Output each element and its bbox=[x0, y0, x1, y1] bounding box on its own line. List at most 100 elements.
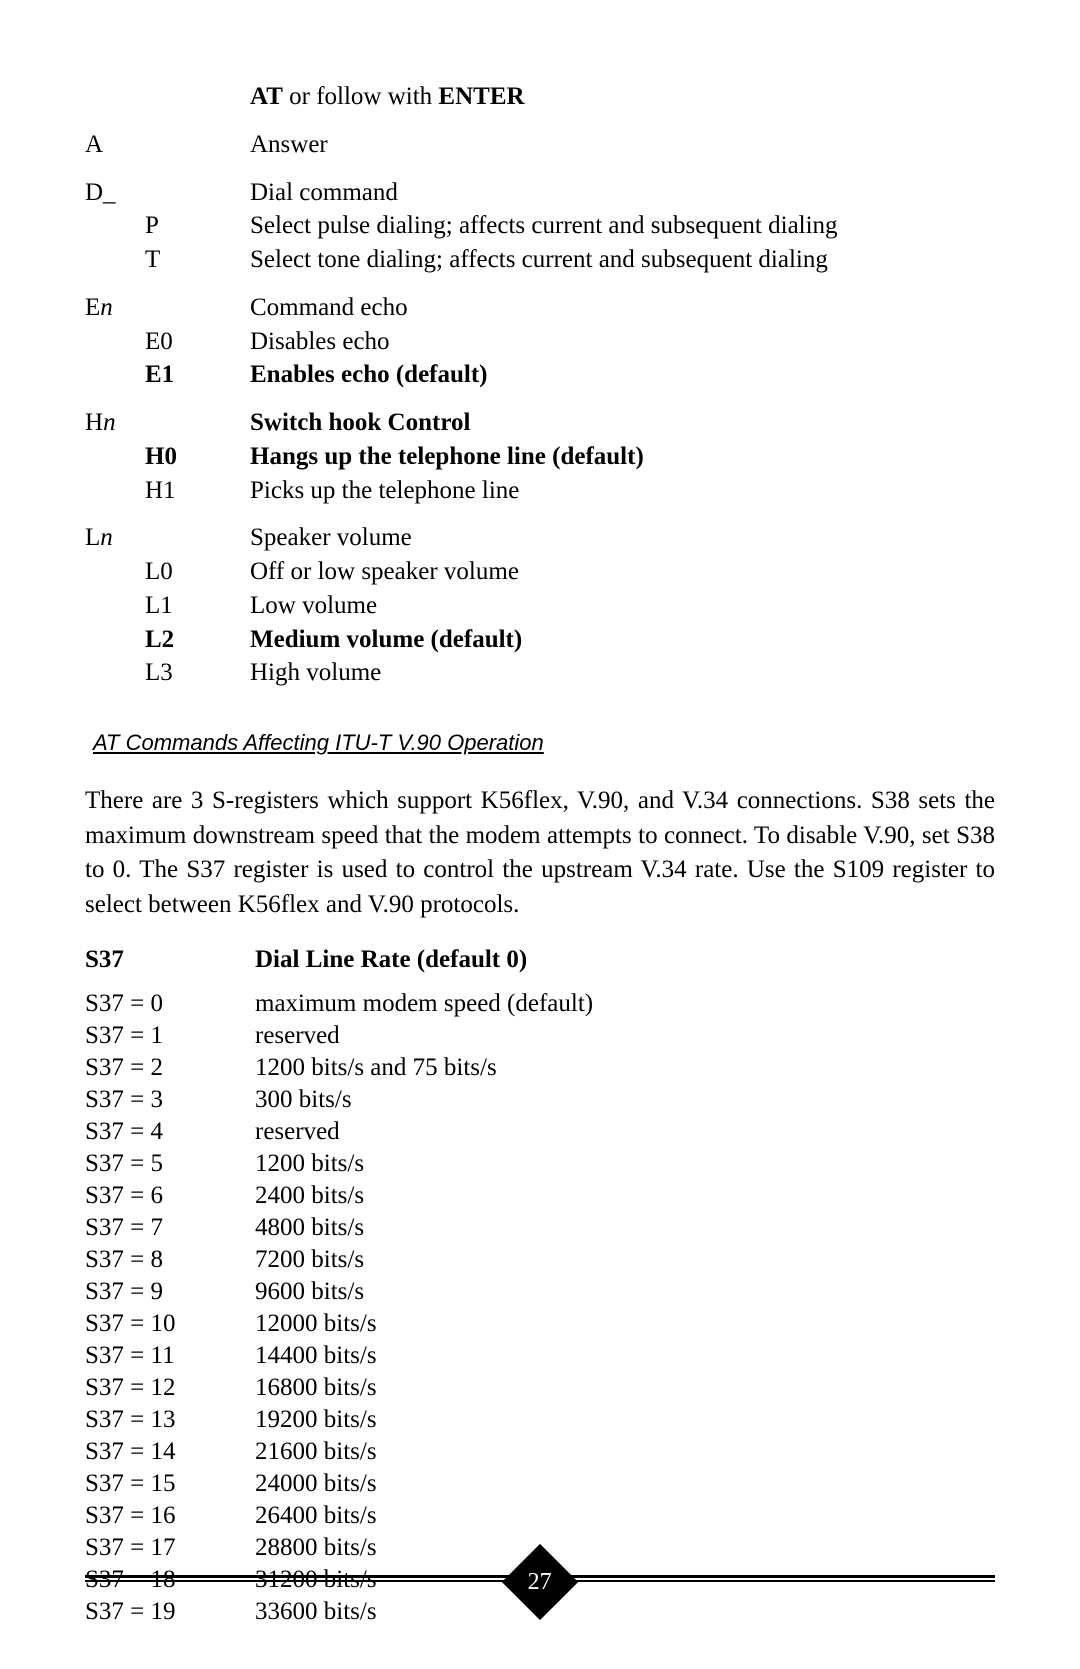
register-value: 1200 bits/s bbox=[255, 1148, 995, 1180]
cmd-code: En bbox=[85, 291, 145, 325]
table-row: S37 = 51200 bits/s bbox=[85, 1148, 995, 1180]
cmd-option bbox=[145, 80, 250, 114]
cmd-desc: Medium volume (default) bbox=[250, 623, 995, 657]
register-value: 24000 bits/s bbox=[255, 1468, 995, 1500]
cmd-desc: Answer bbox=[250, 128, 995, 162]
cmd-option: L2 bbox=[145, 623, 250, 657]
cmd-desc: AT or follow with ENTER bbox=[250, 80, 995, 114]
page-number-ornament: 27 bbox=[85, 1555, 995, 1609]
register-key: S37 = 6 bbox=[85, 1180, 255, 1212]
register-key: S37 = 15 bbox=[85, 1468, 255, 1500]
cmd-desc: Switch hook Control bbox=[250, 406, 995, 440]
register-value: 21600 bits/s bbox=[255, 1436, 995, 1468]
register-key: S37 = 16 bbox=[85, 1500, 255, 1532]
table-row: E1Enables echo (default) bbox=[85, 358, 995, 392]
cmd-desc: Select pulse dialing; affects current an… bbox=[250, 209, 995, 243]
cmd-code bbox=[85, 623, 145, 657]
cmd-code bbox=[85, 325, 145, 359]
cmd-code: Hn bbox=[85, 406, 145, 440]
cmd-option: P bbox=[145, 209, 250, 243]
cmd-code bbox=[85, 589, 145, 623]
page: AT or follow with ENTER AAnswer D_Dial co… bbox=[0, 0, 1080, 1669]
register-value: reserved bbox=[255, 1020, 995, 1052]
register-key: S37 = 13 bbox=[85, 1404, 255, 1436]
register-value: maximum modem speed (default) bbox=[255, 988, 995, 1020]
table-row: S37 = 1319200 bits/s bbox=[85, 1404, 995, 1436]
register-key: S37 = 2 bbox=[85, 1052, 255, 1084]
table-row: S37 = 1626400 bits/s bbox=[85, 1500, 995, 1532]
register-table: S37 = 0maximum modem speed (default)S37 … bbox=[85, 988, 995, 1628]
table-row: S37 = 0maximum modem speed (default) bbox=[85, 988, 995, 1020]
table-row: AT or follow with ENTER bbox=[85, 80, 995, 114]
register-value: 1200 bits/s and 75 bits/s bbox=[255, 1052, 995, 1084]
table-row: En Command echo bbox=[85, 291, 995, 325]
cmd-option bbox=[145, 406, 250, 440]
cmd-desc: Off or low speaker volume bbox=[250, 555, 995, 589]
table-row: S37 = 87200 bits/s bbox=[85, 1244, 995, 1276]
text: ENTER bbox=[438, 83, 524, 110]
register-key: S37 = 7 bbox=[85, 1212, 255, 1244]
register-value: 26400 bits/s bbox=[255, 1500, 995, 1532]
cmd-code bbox=[85, 80, 145, 114]
cmd-option: T bbox=[145, 243, 250, 277]
cmd-option: E1 bbox=[145, 358, 250, 392]
at-command-table: AT or follow with ENTER AAnswer D_Dial co… bbox=[85, 80, 995, 690]
register-value: 16800 bits/s bbox=[255, 1372, 995, 1404]
table-row: S37 = 1421600 bits/s bbox=[85, 1436, 995, 1468]
register-key: S37 = 8 bbox=[85, 1244, 255, 1276]
cmd-desc: Picks up the telephone line bbox=[250, 474, 995, 508]
cmd-option: L3 bbox=[145, 656, 250, 690]
register-value: 7200 bits/s bbox=[255, 1244, 995, 1276]
table-row: L1Low volume bbox=[85, 589, 995, 623]
cmd-desc: Speaker volume bbox=[250, 521, 995, 555]
register-value: 4800 bits/s bbox=[255, 1212, 995, 1244]
cmd-option: L0 bbox=[145, 555, 250, 589]
table-row: E0Disables echo bbox=[85, 325, 995, 359]
register-key: S37 = 10 bbox=[85, 1308, 255, 1340]
cmd-option bbox=[145, 291, 250, 325]
register-key: S37 = 12 bbox=[85, 1372, 255, 1404]
text: or follow with bbox=[283, 83, 439, 110]
register-key: S37 = 0 bbox=[85, 988, 255, 1020]
register-key: S37 = 9 bbox=[85, 1276, 255, 1308]
register-key: S37 = 11 bbox=[85, 1340, 255, 1372]
table-row: S37 = 1524000 bits/s bbox=[85, 1468, 995, 1500]
table-row: H1Picks up the telephone line bbox=[85, 474, 995, 508]
cmd-desc: Low volume bbox=[250, 589, 995, 623]
table-row: PSelect pulse dialing; affects current a… bbox=[85, 209, 995, 243]
register-value: 14400 bits/s bbox=[255, 1340, 995, 1372]
table-row: Ln Speaker volume bbox=[85, 521, 995, 555]
register-value: 12000 bits/s bbox=[255, 1308, 995, 1340]
table-row: S37 = 21200 bits/s and 75 bits/s bbox=[85, 1052, 995, 1084]
table-row: AAnswer bbox=[85, 128, 995, 162]
register-header-desc: Dial Line Rate (default 0) bbox=[255, 946, 995, 974]
cmd-desc: Disables echo bbox=[250, 325, 995, 359]
cmd-code: Ln bbox=[85, 521, 145, 555]
table-row: S37 = 1216800 bits/s bbox=[85, 1372, 995, 1404]
register-value: reserved bbox=[255, 1116, 995, 1148]
table-row: S37 = 1114400 bits/s bbox=[85, 1340, 995, 1372]
cmd-desc: Dial command bbox=[250, 176, 995, 210]
register-value: 9600 bits/s bbox=[255, 1276, 995, 1308]
table-row: D_Dial command bbox=[85, 176, 995, 210]
cmd-option: H1 bbox=[145, 474, 250, 508]
cmd-code bbox=[85, 555, 145, 589]
table-row: L3High volume bbox=[85, 656, 995, 690]
cmd-option: E0 bbox=[145, 325, 250, 359]
register-value: 2400 bits/s bbox=[255, 1180, 995, 1212]
cmd-code bbox=[85, 243, 145, 277]
page-number: 27 bbox=[528, 1569, 552, 1596]
table-row: S37 = 1012000 bits/s bbox=[85, 1308, 995, 1340]
register-value: 19200 bits/s bbox=[255, 1404, 995, 1436]
table-row: S37 = 1reserved bbox=[85, 1020, 995, 1052]
page-footer: 27 bbox=[85, 1575, 995, 1609]
cmd-desc: Command echo bbox=[250, 291, 995, 325]
diamond-icon: 27 bbox=[502, 1544, 578, 1620]
cmd-option: L1 bbox=[145, 589, 250, 623]
body-paragraph: There are 3 S-registers which support K5… bbox=[85, 784, 995, 922]
register-key: S37 = 1 bbox=[85, 1020, 255, 1052]
cmd-option bbox=[145, 176, 250, 210]
table-row: L2Medium volume (default) bbox=[85, 623, 995, 657]
cmd-desc: Select tone dialing; affects current and… bbox=[250, 243, 995, 277]
register-key: S37 = 14 bbox=[85, 1436, 255, 1468]
